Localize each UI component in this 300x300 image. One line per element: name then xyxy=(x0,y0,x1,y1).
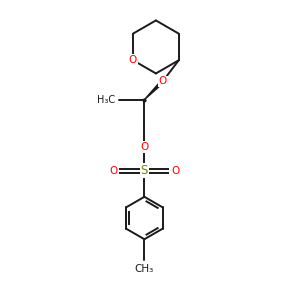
Text: H₃C: H₃C xyxy=(97,94,115,105)
Text: S: S xyxy=(141,164,148,177)
Text: O: O xyxy=(129,55,137,65)
Text: O: O xyxy=(109,166,118,176)
Text: CH₃: CH₃ xyxy=(135,264,154,274)
Polygon shape xyxy=(144,80,164,100)
Text: O: O xyxy=(158,76,167,86)
Text: O: O xyxy=(140,142,148,152)
Text: O: O xyxy=(171,166,179,176)
